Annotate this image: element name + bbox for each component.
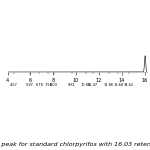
Text: 8.03: 8.03 bbox=[50, 83, 57, 87]
Text: 11.47: 11.47 bbox=[88, 83, 98, 87]
Text: 7.56: 7.56 bbox=[44, 83, 52, 87]
Text: 4.57: 4.57 bbox=[10, 83, 18, 87]
Text: 5.97: 5.97 bbox=[26, 83, 34, 87]
Text: 14.62: 14.62 bbox=[124, 83, 134, 87]
Text: 13.68: 13.68 bbox=[113, 83, 123, 87]
Text: 12.86: 12.86 bbox=[104, 83, 114, 87]
Text: 10.86: 10.86 bbox=[81, 83, 91, 87]
Text: 6.78: 6.78 bbox=[35, 83, 43, 87]
Text: Fig. 2: GC-FID peak for standard chlorpyrifos with 16.03 retention time (RT): Fig. 2: GC-FID peak for standard chlorpy… bbox=[0, 142, 150, 147]
Text: 9.61: 9.61 bbox=[68, 83, 76, 87]
